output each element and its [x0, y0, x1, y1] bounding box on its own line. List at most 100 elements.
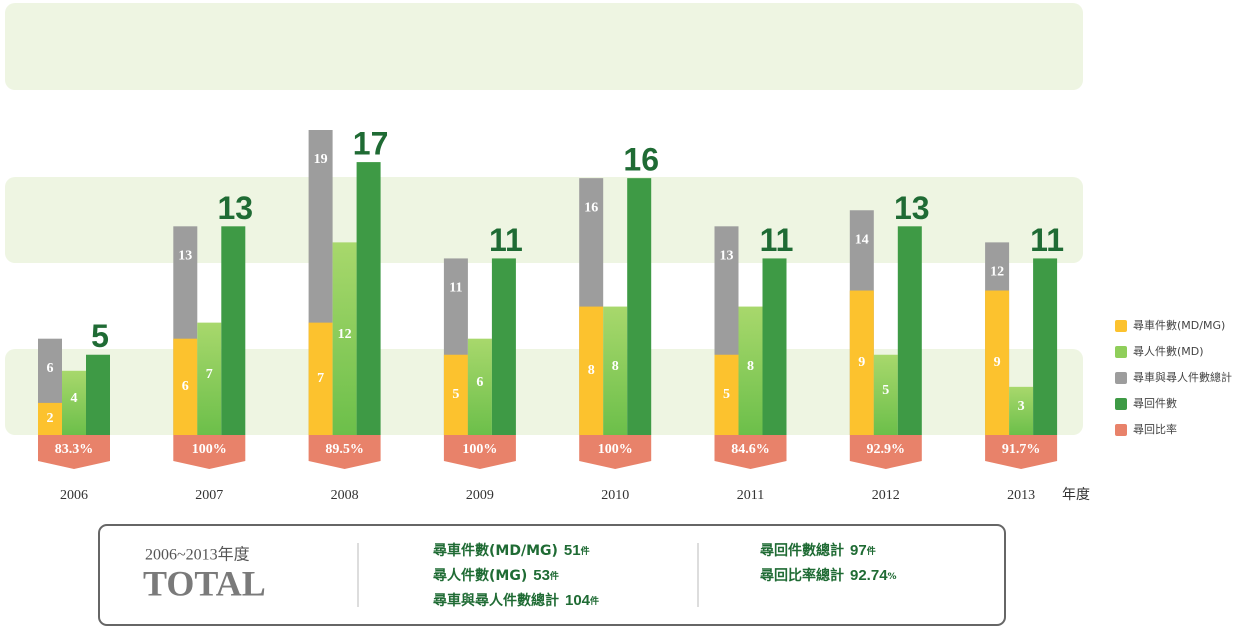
bar — [897, 226, 922, 435]
band — [5, 3, 1083, 90]
ratio-banner — [985, 435, 1058, 469]
total-unit: 件 — [590, 595, 599, 607]
bar — [197, 322, 222, 435]
band — [5, 177, 1083, 263]
bar-label: 8 — [747, 359, 754, 374]
bar — [1033, 258, 1058, 435]
bar — [579, 306, 604, 435]
bar — [62, 370, 86, 435]
legend-swatch — [1115, 398, 1127, 410]
legend-label: 尋回件數 — [1133, 397, 1177, 410]
bar — [714, 354, 739, 435]
ratio-banner — [308, 435, 381, 469]
total-value: 51 — [564, 542, 581, 559]
bar-label: 11 — [489, 222, 523, 258]
bar-label: 6 — [47, 361, 54, 376]
ratio-label: 100% — [598, 442, 633, 457]
bar-label: 8 — [588, 363, 595, 378]
x-tick-label: 2012 — [872, 488, 900, 503]
legend-label: 尋車件數(MD/MG) — [1133, 318, 1225, 332]
ratio-banner — [38, 435, 110, 469]
bar — [1009, 386, 1034, 435]
x-tick-label: 2010 — [601, 488, 629, 503]
bar-label: 5 — [882, 383, 889, 398]
bar-label: 17 — [353, 126, 389, 162]
total-label: 尋人件數(MG) — [433, 567, 527, 584]
bar — [38, 402, 62, 435]
bar-label: 13 — [720, 249, 734, 264]
bar — [308, 322, 333, 435]
bar — [873, 354, 898, 435]
bar — [356, 162, 381, 435]
x-tick-label: 2011 — [737, 488, 764, 503]
bar — [491, 258, 516, 435]
ratio-label: 91.7% — [1002, 442, 1041, 457]
bar-label: 8 — [612, 359, 619, 374]
bar-label: 9 — [858, 355, 865, 370]
bar-label: 16 — [584, 200, 598, 215]
total-value: 97 — [850, 542, 867, 559]
bar — [332, 242, 357, 435]
bar-label: 6 — [182, 379, 189, 394]
bar-label: 13 — [178, 249, 192, 264]
ratio-banner — [579, 435, 652, 469]
total-unit: 件 — [581, 545, 590, 557]
bar-label: 5 — [91, 318, 109, 354]
ratio-label: 92.9% — [867, 442, 906, 457]
ratio-label: 100% — [462, 442, 497, 457]
bar-label: 19 — [314, 152, 328, 167]
ratio-label: 83.3% — [55, 442, 94, 457]
bar — [849, 290, 874, 435]
x-tick-label: 2013 — [1007, 488, 1035, 503]
x-tick-label: 2007 — [195, 488, 223, 503]
legend-label: 尋車與尋人件數總計 — [1133, 370, 1232, 384]
bar-label: 12 — [338, 327, 352, 342]
total-label: 尋車件數(MD/MG) — [433, 542, 558, 559]
total-line: 尋回比率總計 92.74% — [760, 567, 897, 584]
bar-label: 11 — [760, 222, 794, 258]
total-label: 尋回比率總計 — [760, 567, 844, 584]
ratio-label: 84.6% — [731, 442, 770, 457]
bar — [738, 306, 763, 435]
total-line: 尋車與尋人件數總計 104件 — [433, 592, 599, 609]
bar-label: 14 — [855, 232, 869, 247]
band — [5, 349, 1083, 435]
total-value: 92.74 — [850, 567, 888, 584]
bar — [221, 226, 246, 435]
ratio-banner — [849, 435, 922, 469]
bar-label: 16 — [623, 142, 659, 178]
x-tick-label: 2008 — [331, 488, 359, 503]
total-line: 尋回件數總計 97件 — [760, 542, 876, 559]
total-value: 104 — [565, 592, 591, 609]
bar-label: 3 — [1018, 399, 1025, 414]
bar-label: 7 — [317, 371, 324, 386]
bar — [627, 178, 652, 435]
legend-swatch — [1115, 346, 1127, 358]
legend-label: 尋人件數(MD) — [1133, 345, 1204, 358]
bar-label: 13 — [894, 190, 930, 226]
bar-label: 11 — [1030, 222, 1064, 258]
bar-label: 2 — [47, 411, 54, 426]
total-unit: % — [888, 572, 897, 582]
total-unit: 件 — [867, 545, 876, 557]
bar-label: 5 — [452, 387, 459, 402]
ratio-label: 89.5% — [325, 442, 364, 457]
bar-label: 9 — [994, 355, 1001, 370]
bar-label: 11 — [449, 281, 462, 296]
x-axis-label: 年度 — [1062, 487, 1090, 503]
bar-label: 4 — [71, 391, 78, 406]
bar — [443, 354, 468, 435]
legend-label: 尋回比率 — [1133, 422, 1177, 436]
bar — [762, 258, 787, 435]
bar-label: 12 — [990, 265, 1004, 280]
x-tick-label: 2006 — [60, 488, 88, 503]
ratio-banner — [714, 435, 787, 469]
bar-label: 5 — [723, 387, 730, 402]
ratio-label: 100% — [192, 442, 227, 457]
x-tick-label: 2009 — [466, 488, 494, 503]
total-line: 尋車件數(MD/MG) 51件 — [433, 542, 590, 559]
total-value: 53 — [533, 567, 550, 584]
total-unit: 件 — [550, 570, 559, 582]
